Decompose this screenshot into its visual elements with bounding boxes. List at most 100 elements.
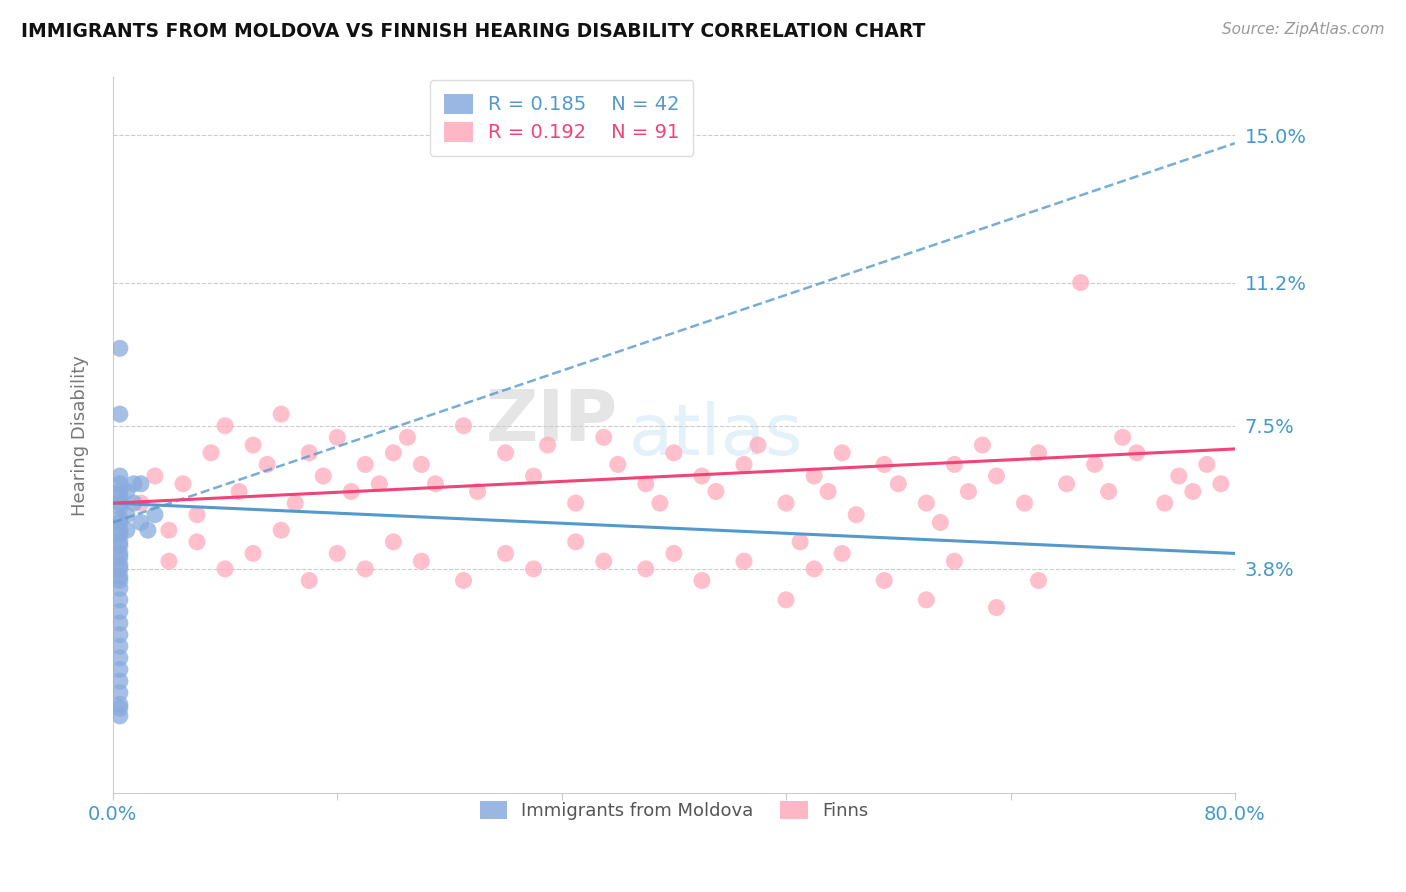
Point <box>108 534 131 549</box>
Point <box>634 562 657 576</box>
Point <box>831 446 853 460</box>
Point <box>354 458 377 472</box>
Point <box>929 516 952 530</box>
Point <box>108 616 131 631</box>
Point <box>495 446 517 460</box>
Point <box>634 476 657 491</box>
Point <box>817 484 839 499</box>
Point <box>789 534 811 549</box>
Point <box>108 709 131 723</box>
Point <box>122 496 145 510</box>
Point <box>270 407 292 421</box>
Point <box>887 476 910 491</box>
Point <box>453 574 475 588</box>
Point <box>382 534 405 549</box>
Point <box>1181 484 1204 499</box>
Point <box>1195 458 1218 472</box>
Point <box>108 484 131 499</box>
Point <box>228 484 250 499</box>
Point <box>270 523 292 537</box>
Point <box>326 546 349 560</box>
Point <box>1028 574 1050 588</box>
Legend: Immigrants from Moldova, Finns: Immigrants from Moldova, Finns <box>465 786 883 834</box>
Point <box>284 496 307 510</box>
Point <box>214 418 236 433</box>
Point <box>200 446 222 460</box>
Point <box>564 496 586 510</box>
Point <box>108 640 131 654</box>
Point <box>523 562 546 576</box>
Point <box>108 592 131 607</box>
Point <box>495 546 517 560</box>
Point <box>108 500 131 514</box>
Point <box>108 550 131 565</box>
Point <box>733 458 755 472</box>
Point <box>537 438 560 452</box>
Point <box>108 651 131 665</box>
Point <box>157 554 180 568</box>
Point <box>943 458 966 472</box>
Point <box>172 476 194 491</box>
Point <box>108 341 131 355</box>
Point <box>845 508 868 522</box>
Point <box>129 496 152 510</box>
Point <box>108 686 131 700</box>
Point <box>108 562 131 576</box>
Point <box>986 600 1008 615</box>
Point <box>242 438 264 452</box>
Point <box>186 534 208 549</box>
Point <box>108 539 131 553</box>
Point <box>1028 446 1050 460</box>
Point <box>129 476 152 491</box>
Point <box>108 496 131 510</box>
Point <box>242 546 264 560</box>
Point <box>1167 469 1189 483</box>
Point <box>143 508 166 522</box>
Point <box>108 523 131 537</box>
Point <box>1112 430 1135 444</box>
Point <box>1070 276 1092 290</box>
Point <box>108 574 131 588</box>
Point <box>108 581 131 595</box>
Point <box>108 511 131 525</box>
Point <box>298 446 321 460</box>
Point <box>108 628 131 642</box>
Point <box>523 469 546 483</box>
Point <box>1125 446 1147 460</box>
Point <box>803 469 825 483</box>
Point <box>354 562 377 576</box>
Point <box>108 558 131 572</box>
Point <box>256 458 278 472</box>
Point <box>831 546 853 560</box>
Point <box>453 418 475 433</box>
Text: atlas: atlas <box>628 401 803 470</box>
Point <box>915 496 938 510</box>
Point <box>340 484 363 499</box>
Point <box>915 592 938 607</box>
Point <box>873 458 896 472</box>
Point <box>115 484 138 499</box>
Point <box>592 430 614 444</box>
Point <box>775 496 797 510</box>
Point <box>1084 458 1107 472</box>
Point <box>108 605 131 619</box>
Point <box>108 407 131 421</box>
Point <box>943 554 966 568</box>
Point <box>662 546 685 560</box>
Point <box>648 496 671 510</box>
Point <box>747 438 769 452</box>
Point <box>368 476 391 491</box>
Point <box>606 458 628 472</box>
Point <box>108 516 131 530</box>
Point <box>803 562 825 576</box>
Point <box>1056 476 1078 491</box>
Point <box>108 488 131 502</box>
Point <box>108 569 131 583</box>
Point <box>690 469 713 483</box>
Text: IMMIGRANTS FROM MOLDOVA VS FINNISH HEARING DISABILITY CORRELATION CHART: IMMIGRANTS FROM MOLDOVA VS FINNISH HEARI… <box>21 22 925 41</box>
Point <box>425 476 447 491</box>
Point <box>214 562 236 576</box>
Y-axis label: Hearing Disability: Hearing Disability <box>72 355 89 516</box>
Point <box>733 554 755 568</box>
Point <box>186 508 208 522</box>
